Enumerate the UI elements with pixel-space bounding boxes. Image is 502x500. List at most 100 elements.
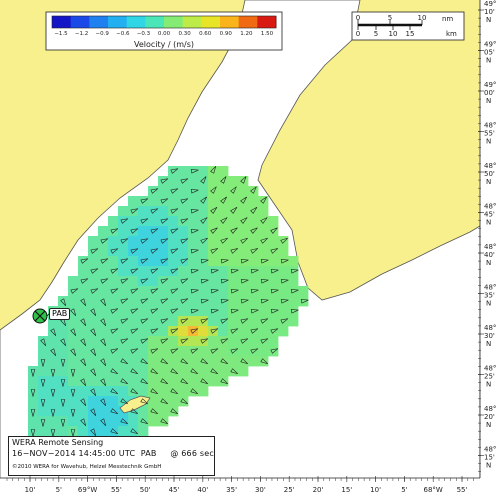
velocity-cell: [68, 336, 79, 347]
current-vector-arrow: [80, 278, 89, 284]
current-vector-arrow: [90, 268, 99, 274]
colorbar-tick-label: 0.60: [199, 31, 212, 37]
current-vector-arrow: [240, 279, 249, 284]
velocity-cell: [238, 286, 249, 297]
velocity-cell: [138, 356, 149, 367]
current-vector-arrow: [180, 218, 189, 224]
velocity-cell: [198, 336, 209, 347]
current-vector-arrow: [200, 299, 209, 304]
longitude-label: 55': [111, 486, 122, 494]
current-vector-arrow: [200, 237, 208, 244]
velocity-cell: [208, 366, 219, 377]
current-vector-arrow: [140, 318, 149, 324]
current-vector-arrow: [270, 309, 279, 314]
current-vectors: [30, 166, 309, 447]
velocity-cell: [78, 396, 89, 407]
station-marker[interactable]: [32, 308, 48, 324]
velocity-cell: [28, 366, 39, 377]
velocity-cell: [188, 306, 199, 317]
velocity-cell: [78, 296, 89, 307]
current-vector-arrow: [110, 368, 118, 375]
velocity-cell: [188, 336, 199, 347]
velocity-cell: [158, 286, 169, 297]
velocity-cell: [238, 216, 249, 227]
velocity-cell: [118, 386, 129, 397]
velocity-cell: [118, 416, 129, 427]
current-vector-arrow: [60, 338, 67, 346]
velocity-cell: [88, 406, 99, 417]
velocity-cell: [248, 246, 259, 257]
velocity-cell: [108, 336, 119, 347]
latitude-label-deg: 48°: [484, 162, 496, 170]
scale-km-5: 5: [374, 30, 378, 38]
velocity-cell: [218, 266, 229, 277]
velocity-cell: [108, 416, 119, 427]
current-vector-arrow: [150, 188, 159, 194]
velocity-cell: [258, 356, 269, 367]
velocity-cell: [158, 276, 169, 287]
velocity-cell: [88, 416, 99, 427]
velocity-cell: [228, 266, 239, 277]
velocity-cell: [88, 236, 99, 247]
velocity-cell: [78, 286, 89, 297]
latitude-label-hem: N: [486, 178, 491, 186]
current-vector-arrow: [30, 429, 36, 437]
current-vector-arrow: [120, 218, 129, 224]
velocity-cell: [58, 326, 69, 337]
velocity-cell: [128, 416, 139, 427]
velocity-cell: [108, 376, 119, 387]
velocity-cell: [98, 296, 109, 307]
velocity-cell: [98, 276, 109, 287]
current-vector-arrow: [70, 308, 77, 316]
velocity-cell: [258, 316, 269, 327]
current-vector-arrow: [130, 248, 139, 254]
current-vector-arrow: [30, 409, 36, 417]
velocity-cell: [198, 386, 209, 397]
longitude-label: 30': [255, 486, 266, 494]
velocity-cell: [218, 226, 229, 237]
velocity-cell: [58, 316, 69, 327]
velocity-cell: [208, 226, 219, 237]
velocity-cell: [158, 346, 169, 357]
velocity-cell: [158, 296, 169, 307]
current-vector-arrow: [240, 217, 248, 224]
velocity-cell: [148, 196, 159, 207]
current-vector-arrow: [230, 368, 238, 375]
current-vector-arrow: [180, 178, 189, 184]
velocity-cell: [268, 256, 279, 267]
velocity-cell: [118, 276, 129, 287]
velocity-cell: [118, 206, 129, 217]
velocity-cell: [238, 306, 249, 317]
current-vector-arrow: [190, 388, 198, 395]
info-interval: @ 666 sec: [170, 449, 214, 458]
velocity-cell: [48, 376, 59, 387]
velocity-cell: [108, 236, 119, 247]
current-vector-arrow: [130, 408, 138, 415]
velocity-cell: [158, 226, 169, 237]
velocity-cell: [278, 286, 289, 297]
velocity-cell: [238, 336, 249, 347]
velocity-cell: [48, 326, 59, 337]
velocity-cell: [198, 166, 209, 177]
velocity-cell: [88, 276, 99, 287]
current-vector-arrow: [50, 328, 57, 336]
velocity-cell: [138, 236, 149, 247]
velocity-cell: [58, 356, 69, 367]
velocity-cell: [138, 386, 149, 397]
velocity-cell: [248, 256, 259, 267]
velocity-cell: [168, 226, 179, 237]
current-vector-arrow: [230, 269, 239, 274]
current-vector-arrow: [140, 378, 148, 385]
velocity-cell: [268, 216, 279, 227]
island-group: [119, 395, 151, 414]
velocity-cell: [248, 266, 259, 277]
velocity-cell: [38, 406, 49, 417]
velocity-cell: [98, 256, 109, 267]
velocity-cell: [178, 256, 189, 267]
current-vector-arrow: [110, 268, 119, 274]
current-vector-arrow: [190, 229, 199, 234]
current-vector-arrow: [120, 278, 129, 284]
velocity-cell: [58, 406, 69, 417]
